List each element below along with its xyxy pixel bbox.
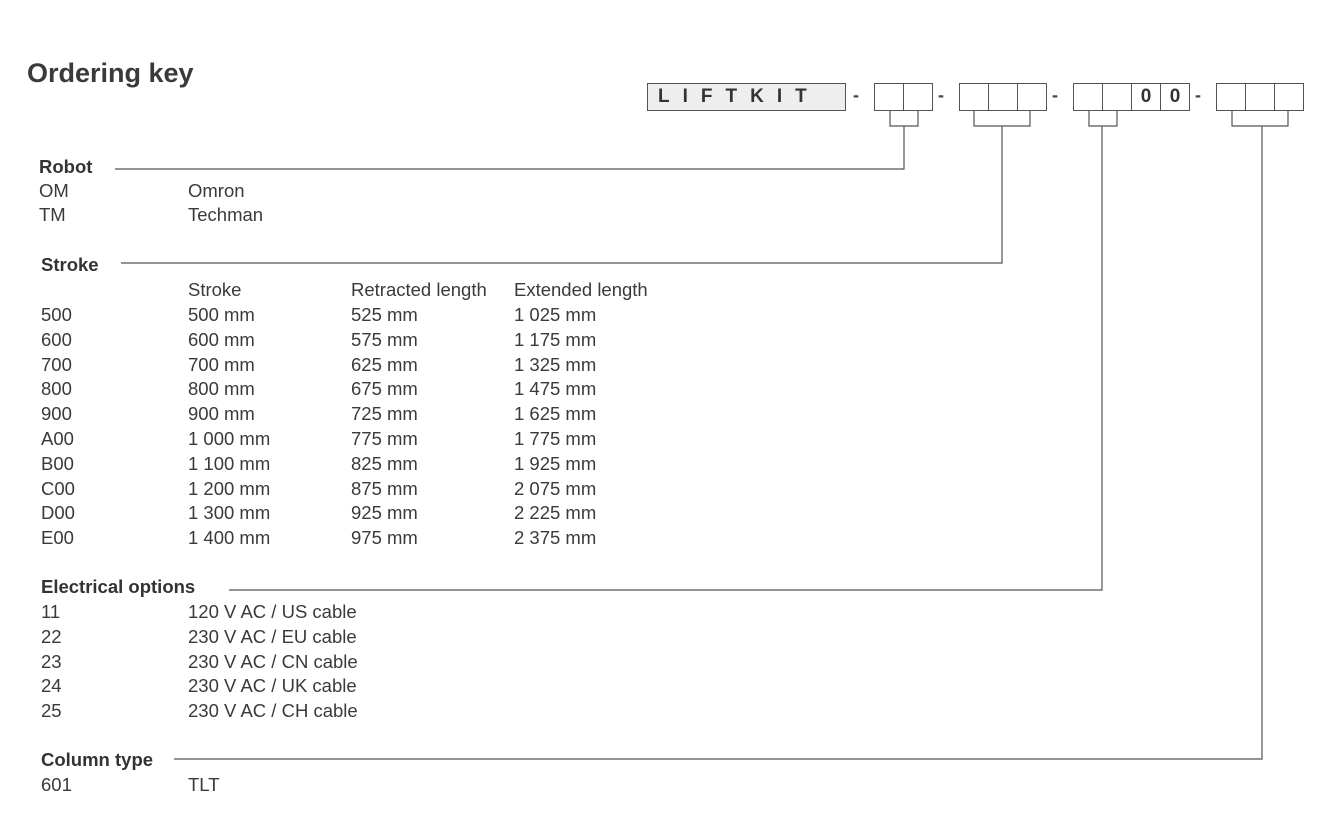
- stroke-cell: 700: [41, 353, 72, 375]
- stroke-cell: 1 175 mm: [514, 328, 597, 350]
- electrical-heading: Electrical options: [41, 576, 196, 597]
- stroke-cell: 875 mm: [351, 477, 418, 499]
- stroke-cell: C00: [41, 477, 75, 499]
- stroke-cell: 1 925 mm: [514, 452, 597, 474]
- stroke-cell: 1 300 mm: [188, 502, 271, 524]
- stroke-cell: 575 mm: [351, 328, 418, 350]
- electrical-code: 25: [41, 700, 62, 722]
- stroke-cell: A00: [41, 428, 74, 449]
- column-connector: [174, 111, 1289, 760]
- stroke-cell: 1 775 mm: [514, 428, 597, 449]
- electrical-description: 230 V AC / UK cable: [188, 675, 357, 697]
- robot-name: Omron: [188, 180, 245, 201]
- key-field-cell: 0: [1160, 83, 1190, 111]
- stroke-column-header: Retracted length: [351, 279, 487, 300]
- stroke-cell: 1 025 mm: [514, 304, 597, 325]
- stroke-cell: 800: [41, 378, 72, 400]
- stroke-cell: 2 225 mm: [514, 502, 597, 524]
- electrical-description: 230 V AC / EU cable: [188, 625, 357, 647]
- stroke-cell: 1 400 mm: [188, 527, 271, 549]
- column-type-name: TLT: [188, 774, 220, 795]
- electrical-connector: [229, 111, 1118, 591]
- stroke-cell: 1 325 mm: [514, 353, 597, 375]
- electrical-code: 22: [41, 625, 62, 647]
- stroke-cell: 600: [41, 328, 72, 350]
- electrical-code: 24: [41, 675, 62, 697]
- stroke-cell: 900 mm: [188, 403, 255, 425]
- stroke-cell: 2 075 mm: [514, 477, 597, 499]
- electrical-description: 230 V AC / CH cable: [188, 700, 358, 722]
- key-separator: -: [853, 85, 859, 105]
- stroke-column-header: Extended length: [514, 279, 648, 300]
- robot-code: TM: [39, 204, 66, 225]
- stroke-cell: 925 mm: [351, 502, 418, 524]
- key-field-cell: [1017, 83, 1047, 111]
- stroke-cell: 800 mm: [188, 378, 255, 400]
- stroke-cell: 975 mm: [351, 527, 418, 549]
- stroke-cell: 500: [41, 304, 72, 325]
- stroke-cell: 1 625 mm: [514, 403, 597, 425]
- stroke-cell: 1 475 mm: [514, 378, 597, 400]
- robot-connector: [115, 111, 919, 170]
- stroke-cell: 1 000 mm: [188, 428, 271, 449]
- electrical-code: 23: [41, 650, 62, 672]
- page-title: Ordering key: [27, 58, 194, 88]
- stroke-connector: [121, 111, 1031, 264]
- stroke-cell: 700 mm: [188, 353, 255, 375]
- robot-code: OM: [39, 180, 69, 201]
- electrical-code: 11: [41, 601, 61, 622]
- key-field-cell: [903, 83, 933, 111]
- electrical-description: 230 V AC / CN cable: [188, 650, 358, 672]
- stroke-cell: 900: [41, 403, 72, 425]
- stroke-cell: E00: [41, 527, 74, 549]
- stroke-cell: 600 mm: [188, 328, 255, 350]
- ordering-key-prefix: LIFTKIT: [647, 83, 846, 111]
- key-field-cell: [1274, 83, 1304, 111]
- electrical-description: 120 V AC / US cable: [188, 601, 357, 622]
- key-field-cell: [1245, 83, 1275, 111]
- key-field-cell: 0: [1131, 83, 1161, 111]
- key-field-cell: [988, 83, 1018, 111]
- column-type-heading: Column type: [41, 749, 154, 770]
- key-field-cell: [1102, 83, 1132, 111]
- stroke-cell: 675 mm: [351, 378, 418, 400]
- stroke-cell: 2 375 mm: [514, 527, 597, 549]
- stroke-cell: D00: [41, 502, 75, 524]
- stroke-cell: 775 mm: [351, 428, 418, 449]
- robot-heading: Robot: [39, 156, 93, 177]
- stroke-cell: 725 mm: [351, 403, 418, 425]
- stroke-cell: 1 100 mm: [188, 452, 271, 474]
- stroke-cell: 625 mm: [351, 353, 418, 375]
- stroke-cell: 500 mm: [188, 304, 255, 325]
- stroke-cell: 825 mm: [351, 452, 418, 474]
- key-separator: -: [1052, 85, 1058, 105]
- key-separator: -: [1195, 85, 1201, 105]
- stroke-cell: 525 mm: [351, 304, 418, 325]
- stroke-heading: Stroke: [41, 254, 99, 275]
- stroke-column-header: Stroke: [188, 279, 242, 300]
- stroke-cell: B00: [41, 452, 74, 474]
- key-field-cell: [959, 83, 989, 111]
- robot-name: Techman: [188, 204, 264, 225]
- stroke-cell: 1 200 mm: [188, 477, 271, 499]
- key-separator: -: [938, 85, 944, 105]
- column-type-code: 601: [41, 774, 72, 795]
